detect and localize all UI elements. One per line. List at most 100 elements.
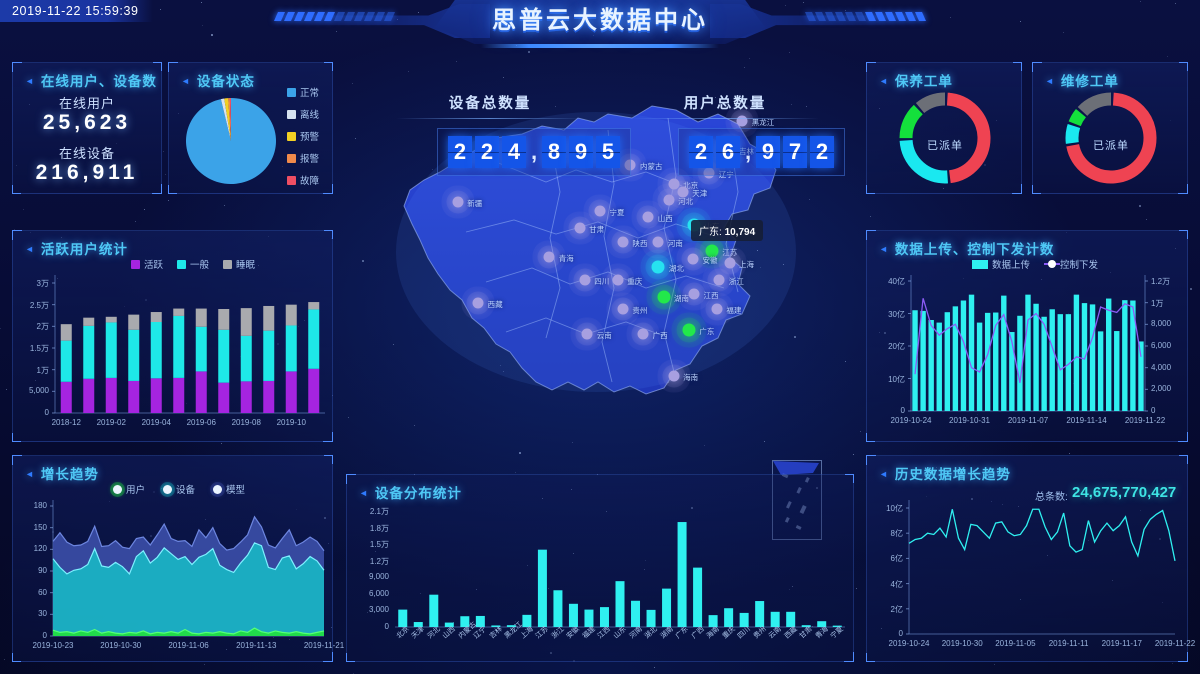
map-province-marker[interactable] — [574, 222, 586, 234]
bar-segment — [195, 371, 207, 413]
map-province-label: 河北 — [678, 197, 694, 207]
bar — [553, 590, 563, 627]
upload-control-chart[interactable]: 0 10亿 20亿 30亿 40亿 0 2,000 4,000 6,000 8,000 1万 1.2万… — [867, 231, 1189, 443]
map-province-marker[interactable] — [713, 274, 725, 286]
map-province-marker[interactable] — [705, 244, 719, 258]
legend-item[interactable]: 模型 — [213, 482, 245, 496]
map-province-marker[interactable] — [452, 196, 464, 208]
device-distribution-bar-chart[interactable]: 0 3,000 6,000 9,000 1.2万 1.5万 1.8万 2.1万 北京 天津 河北 山西… — [347, 475, 855, 663]
axis-label: 2019-11-11 — [1048, 639, 1089, 648]
bar-segment — [263, 380, 275, 413]
bar — [1097, 331, 1104, 411]
legend-item[interactable]: 控制下发 — [1044, 257, 1098, 271]
bar — [429, 594, 439, 627]
map-province-marker[interactable] — [637, 328, 649, 340]
maintain-donut-center-label: 已派单 — [927, 140, 963, 152]
panel-title-growth: ◄ 增长趋势 — [25, 467, 99, 482]
legend-item[interactable]: 数据上传 — [972, 257, 1030, 271]
map-province-marker[interactable] — [657, 290, 670, 304]
axis-label: 2019-11-07 — [1007, 416, 1049, 425]
axis-label: 1.2万 — [369, 556, 389, 566]
bar — [786, 611, 796, 627]
map-province-marker[interactable] — [612, 274, 624, 286]
panel-title-device-dist: ◄ 设备分布统计 — [359, 486, 462, 501]
growth-area-chart[interactable]: 0 30 60 90 120 150 180 2019-10-23 2019-10-30 2019… — [13, 456, 344, 663]
china-map[interactable]: 新疆西藏青海甘肃内蒙古宁夏陕西山西河北北京天津辽宁吉林黑龙江山东河南江苏安徽上海… — [346, 52, 854, 540]
bar — [1122, 300, 1128, 411]
map-province-marker[interactable] — [668, 370, 680, 382]
legend-item[interactable]: 设备 — [163, 482, 195, 496]
south-china-sea-inset — [772, 460, 822, 540]
bar — [944, 312, 951, 411]
map-province-marker[interactable] — [617, 303, 629, 315]
repair-order-donut[interactable] — [1033, 85, 1189, 191]
map-province-marker[interactable] — [617, 236, 629, 248]
map-province-marker[interactable] — [703, 167, 715, 179]
map-province-marker[interactable] — [543, 251, 555, 263]
legend-item[interactable]: 故障 — [287, 173, 319, 187]
bar — [1033, 303, 1039, 411]
map-province-label: 新疆 — [467, 199, 483, 209]
axis-label: 30 — [38, 609, 47, 619]
bar-segment — [218, 382, 230, 413]
map-province-marker[interactable] — [624, 159, 636, 171]
device-total-label: 设备总数量 — [396, 92, 584, 119]
map-province-marker[interactable] — [594, 205, 606, 217]
map-province-marker[interactable] — [682, 323, 696, 337]
legend-item[interactable]: 活跃 — [131, 257, 163, 271]
bar — [1049, 309, 1055, 411]
legend-item[interactable]: 报警 — [287, 151, 319, 165]
map-province-label: 江苏 — [722, 247, 738, 257]
bar — [615, 581, 625, 627]
legend-item[interactable]: 一般 — [177, 257, 209, 271]
bar-segment — [83, 325, 95, 379]
legend-item[interactable]: 正常 — [287, 85, 319, 99]
bar-segment — [285, 325, 297, 372]
map-province-marker[interactable] — [736, 115, 748, 127]
bar — [522, 614, 532, 627]
map-province-marker[interactable] — [651, 260, 665, 274]
axis-label: 2019-10-24 — [888, 639, 930, 648]
axis-label: 2019-10-30 — [100, 641, 142, 650]
axis-label: 3万 — [36, 279, 49, 288]
map-province-marker[interactable] — [668, 178, 680, 190]
axis-label: 1.2万 — [1151, 277, 1171, 286]
map-province-marker[interactable] — [472, 297, 484, 309]
device-status-pie-chart[interactable] — [177, 89, 285, 189]
axis-label: 2019-11-05 — [995, 639, 1036, 648]
map-province-marker[interactable] — [642, 211, 654, 223]
legend-item[interactable]: 预警 — [287, 129, 319, 143]
bar — [1130, 300, 1136, 411]
legend-label: 用户 — [126, 485, 146, 496]
legend-item[interactable]: 离线 — [287, 107, 319, 121]
map-province-marker[interactable] — [677, 186, 689, 198]
bar-segment — [195, 308, 207, 327]
map-province-marker[interactable] — [711, 303, 723, 315]
map-province-marker[interactable] — [652, 236, 664, 248]
legend-label: 故障 — [300, 176, 320, 187]
legend-item[interactable]: 用户 — [113, 482, 145, 496]
bar-segment — [240, 381, 252, 413]
axis-label: 120 — [33, 544, 47, 554]
map-province-label: 吉林 — [739, 147, 755, 157]
map-province-marker[interactable] — [663, 194, 675, 206]
bar-segment — [218, 309, 230, 330]
counter-digit: 9 — [569, 136, 593, 168]
map-province-label: 天津 — [692, 189, 708, 199]
map-province-marker[interactable] — [579, 274, 591, 286]
bar — [537, 549, 547, 627]
history-total-value: 24,675,770,427 — [1072, 484, 1177, 501]
axis-label: 1万 — [1151, 298, 1164, 308]
legend-item[interactable]: 睡眠 — [223, 257, 255, 271]
legend-swatch — [287, 153, 296, 163]
axis-label: 1.8万 — [369, 523, 389, 533]
map-province-marker[interactable] — [687, 253, 699, 265]
map-province-marker[interactable] — [724, 257, 736, 269]
map-province-marker[interactable] — [581, 328, 593, 340]
active-users-bar-chart[interactable]: 0 5,000 1万 1.5万 2万 2.5万 3万 2018-12 2019-02 2019-0… — [13, 231, 334, 443]
maintain-order-donut[interactable] — [867, 85, 1023, 191]
repair-donut-center-label: 已派单 — [1093, 140, 1129, 152]
map-province-marker[interactable] — [688, 288, 700, 300]
history-growth-line-chart[interactable]: 0 2亿 4亿 6亿 8亿 10亿 2019-10-24 2019-10-30 2019-11-… — [867, 456, 1195, 663]
